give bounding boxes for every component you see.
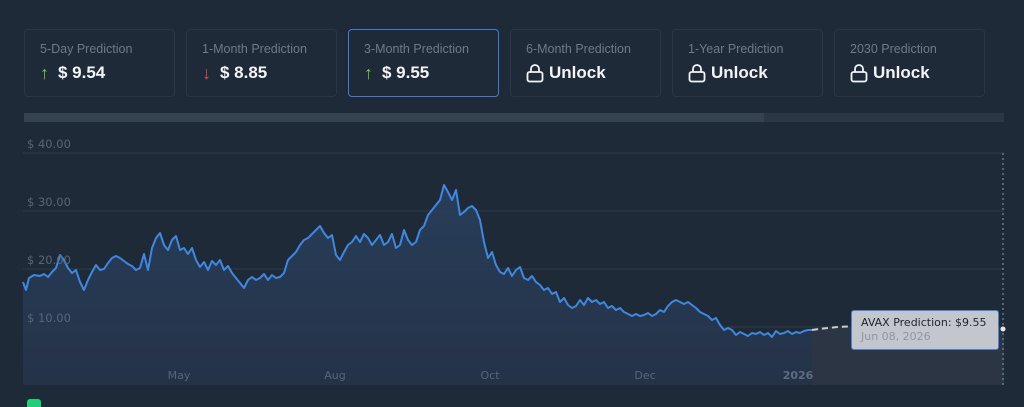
card-title: 1-Year Prediction bbox=[688, 42, 784, 56]
tooltip-title: AVAX Prediction: $9.55 bbox=[861, 316, 987, 329]
card-title: 5-Day Prediction bbox=[40, 42, 133, 56]
card-5-day-prediction[interactable]: 5-Day Prediction ↑ $ 9.54 bbox=[24, 29, 175, 97]
x-tick-label: May bbox=[167, 369, 191, 382]
y-tick-label: $ 40.00 bbox=[27, 137, 71, 151]
price-line bbox=[22, 184, 812, 338]
card-value: $ 9.54 bbox=[58, 63, 106, 82]
arrow-down-icon: ↓ bbox=[202, 63, 211, 83]
prediction-marker bbox=[1000, 326, 1006, 332]
x-tick-label: Dec bbox=[634, 369, 656, 382]
x-tick-label: Oct bbox=[480, 369, 500, 382]
lock-icon bbox=[526, 64, 544, 83]
y-tick-label: $ 30.00 bbox=[27, 195, 71, 209]
lock-icon bbox=[850, 64, 868, 83]
card-value: $ 9.55 bbox=[382, 63, 430, 82]
logo-fragment bbox=[27, 399, 41, 407]
card-6-month-prediction[interactable]: 6-Month Prediction Unlock bbox=[510, 29, 661, 97]
price-chart[interactable]: $ 40.00 $ 30.00 $ 20.00 $ 10.00 May Aug … bbox=[0, 130, 1024, 405]
card-title: 1-Month Prediction bbox=[202, 42, 307, 56]
unlock-button[interactable]: Unlock bbox=[711, 63, 768, 82]
y-tick-label: $ 10.00 bbox=[27, 311, 71, 325]
card-2030-prediction[interactable]: 2030 Prediction Unlock bbox=[834, 29, 985, 97]
x-tick-label: Aug bbox=[324, 369, 346, 382]
lock-icon bbox=[688, 64, 706, 83]
unlock-button[interactable]: Unlock bbox=[873, 63, 930, 82]
chart-navigator-scrollbar[interactable] bbox=[24, 113, 1004, 122]
y-tick-label: $ 20.00 bbox=[27, 253, 71, 267]
prediction-cards: 5-Day Prediction ↑ $ 9.54 1-Month Predic… bbox=[24, 29, 985, 97]
chart-plot bbox=[22, 152, 1006, 385]
card-1-month-prediction[interactable]: 1-Month Prediction ↓ $ 8.85 bbox=[186, 29, 337, 97]
x-tick-label: 2026 bbox=[782, 369, 814, 382]
unlock-button[interactable]: Unlock bbox=[549, 63, 606, 82]
card-1-year-prediction[interactable]: 1-Year Prediction Unlock bbox=[672, 29, 823, 97]
card-title: 6-Month Prediction bbox=[526, 42, 631, 56]
card-title: 3-Month Prediction bbox=[364, 42, 469, 56]
navigator-thumb[interactable] bbox=[24, 113, 764, 122]
card-value: $ 8.85 bbox=[220, 63, 268, 82]
price-area bbox=[23, 185, 812, 385]
tooltip-date: Jun 08, 2026 bbox=[861, 330, 931, 343]
card-title: 2030 Prediction bbox=[850, 42, 937, 56]
prediction-tooltip: AVAX Prediction: $9.55 Jun 08, 2026 bbox=[851, 310, 999, 350]
card-3-month-prediction[interactable]: 3-Month Prediction ↑ $ 9.55 bbox=[348, 29, 499, 97]
arrow-up-icon: ↑ bbox=[40, 63, 49, 83]
arrow-up-icon: ↑ bbox=[364, 63, 373, 83]
